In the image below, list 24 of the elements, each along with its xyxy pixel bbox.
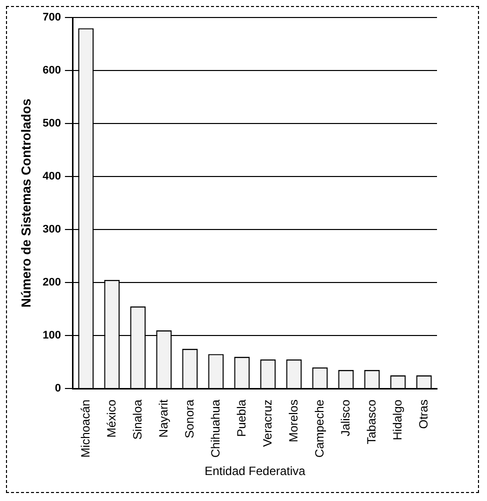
x-tick-label: Morelos (286, 400, 300, 442)
x-tick-label: Michoacán (78, 400, 92, 458)
y-tick-label: 100 (42, 330, 61, 342)
y-axis-title: Número de Sistemas Controlados (18, 98, 34, 308)
y-tick-label: 600 (42, 64, 61, 77)
x-tick-label: Sonora (182, 399, 196, 438)
x-tick-label: Hidalgo (390, 399, 404, 440)
x-tick-label: Otras (416, 400, 430, 429)
x-tick-label: Sinaloa (130, 399, 144, 440)
y-tick-label: 400 (42, 170, 61, 183)
x-tick-label: Veracruz (260, 400, 274, 447)
x-tick-label: Chihuahua (208, 399, 222, 458)
y-tick-label: 0 (54, 382, 61, 395)
y-tick-label: 300 (42, 224, 61, 236)
y-tick-label: 700 (42, 12, 61, 24)
x-tick-label: Campeche (312, 399, 326, 458)
y-tick-label: 200 (42, 276, 61, 289)
x-tick-label: Puebla (234, 399, 248, 437)
y-tick-label: 500 (42, 118, 61, 130)
x-tick-label: Tabasco (364, 399, 378, 444)
x-tick-label: México (104, 399, 118, 438)
x-tick-label: Jalisco (338, 399, 352, 436)
x-axis-title: Entidad Federativa (204, 464, 306, 478)
x-tick-label: Nayarit (156, 398, 170, 438)
